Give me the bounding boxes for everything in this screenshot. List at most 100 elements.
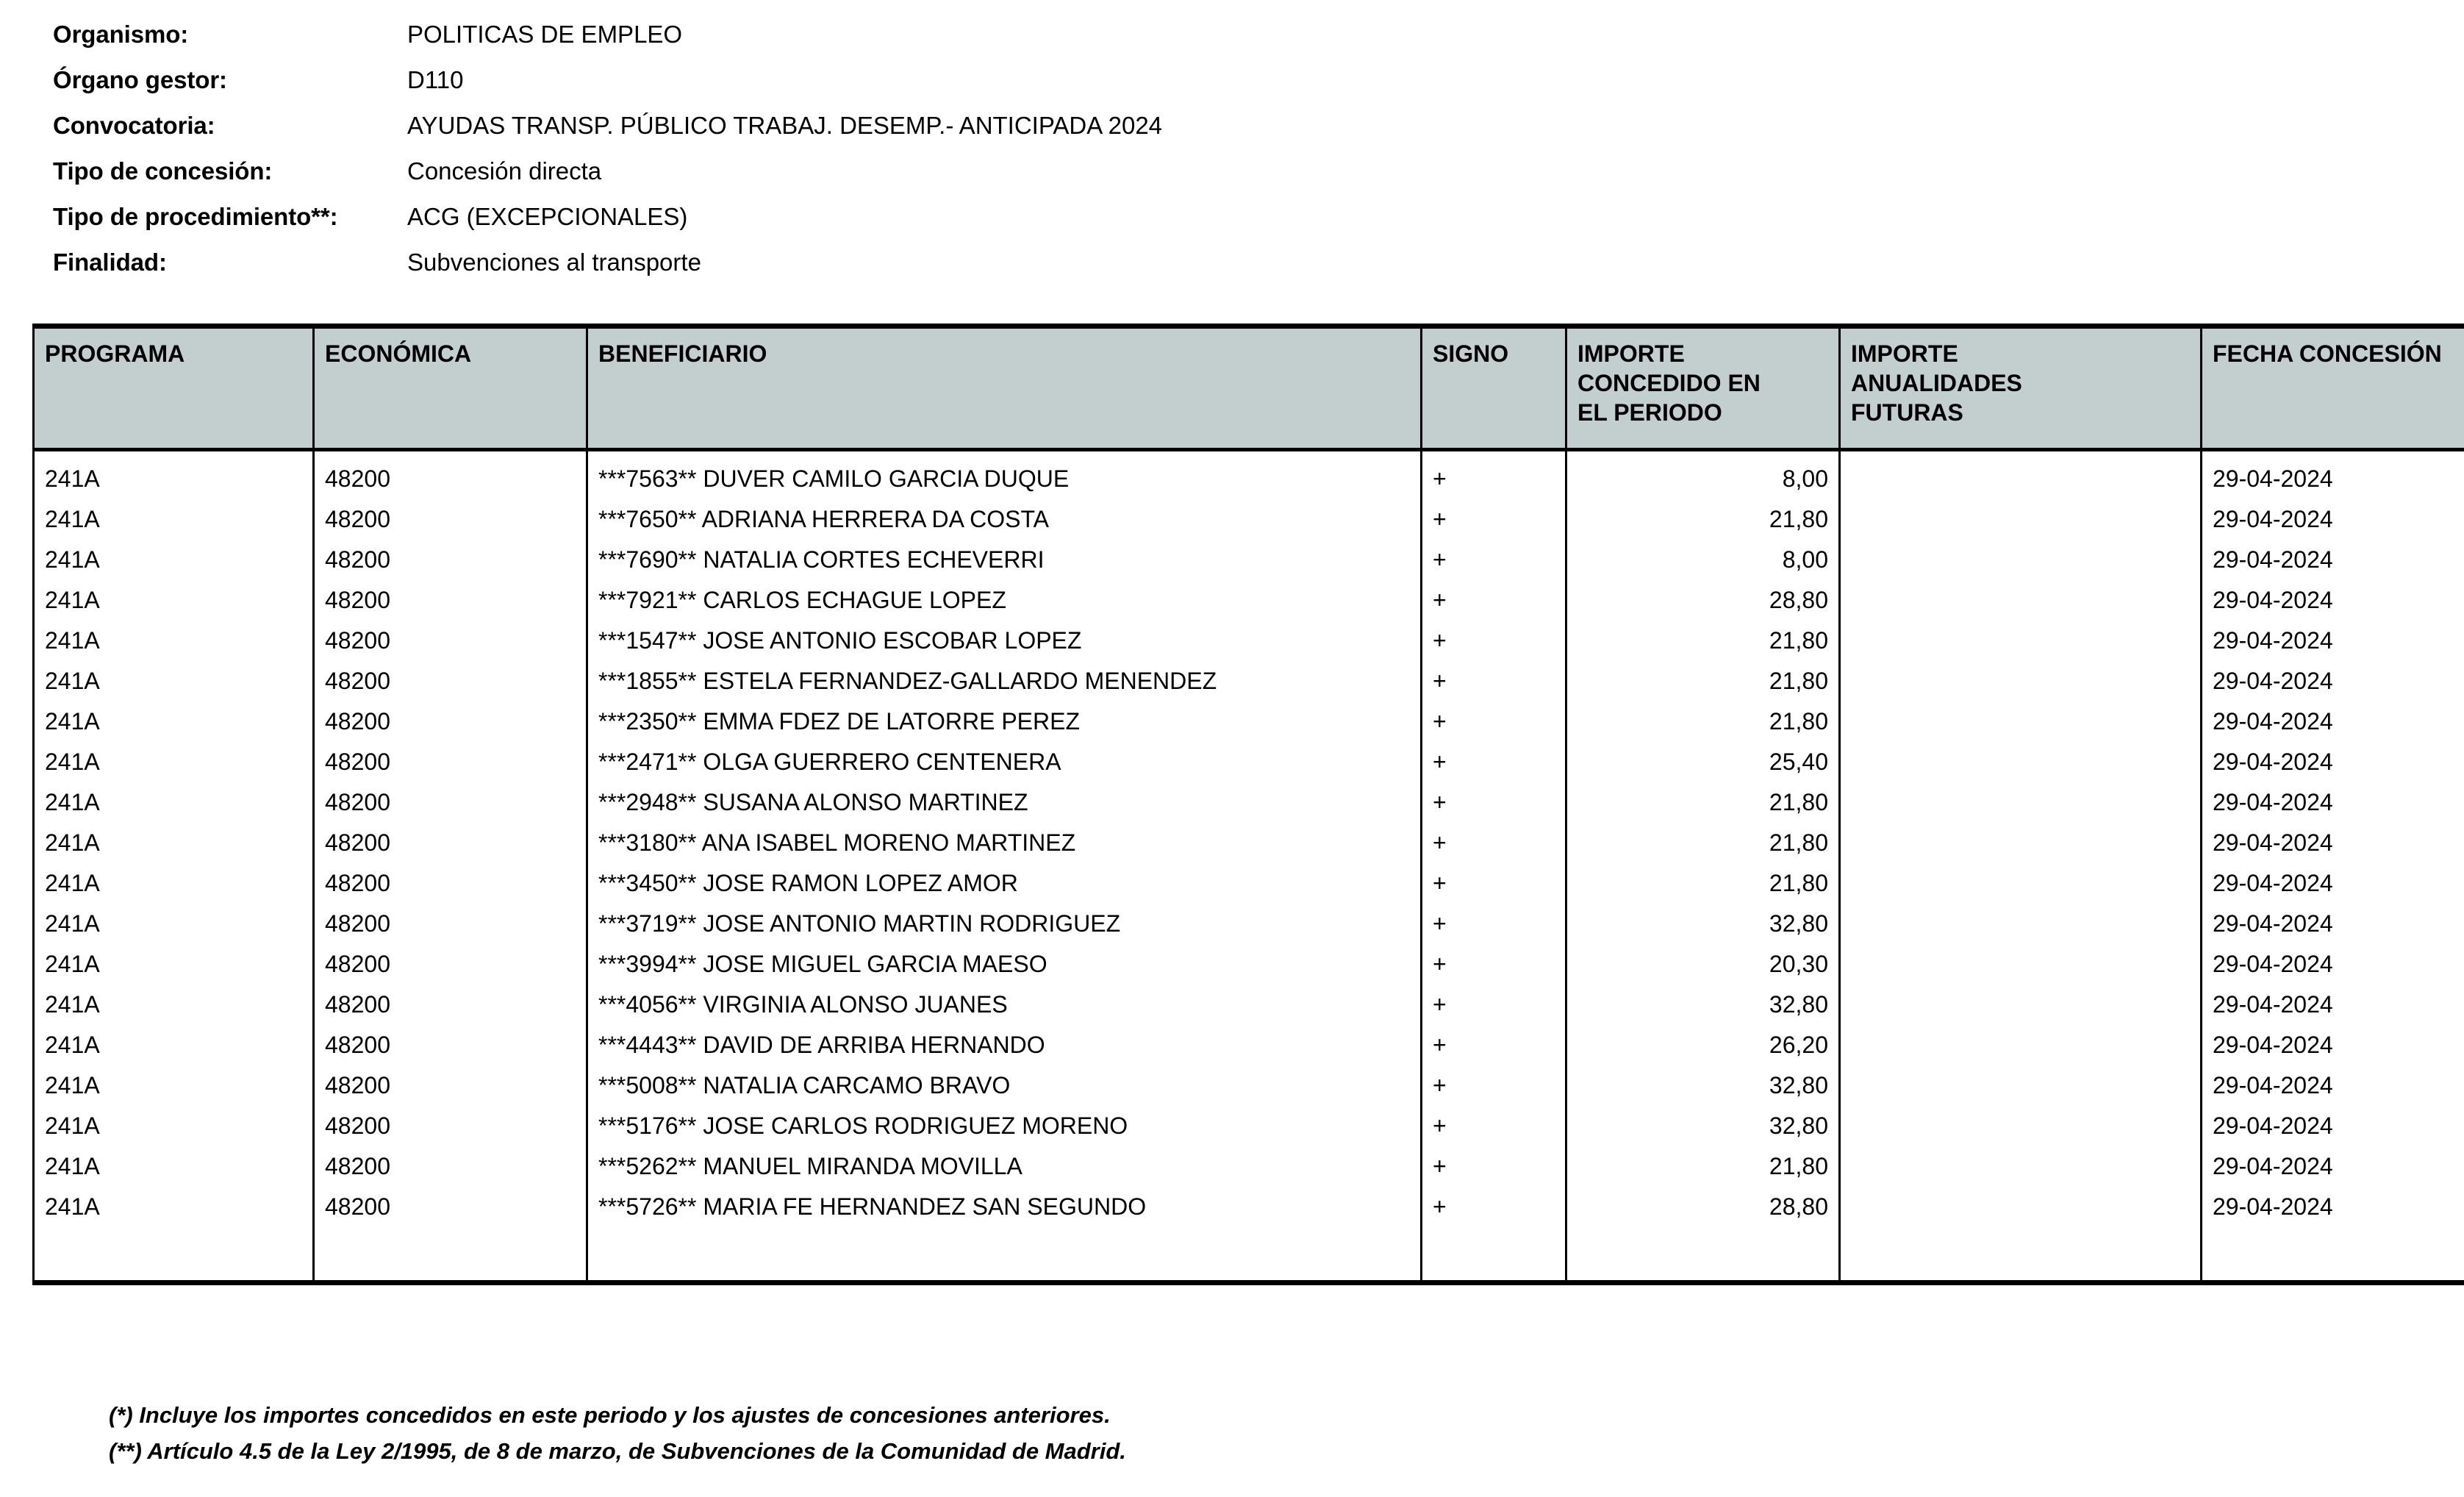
cell-signo: + (1420, 580, 1567, 621)
cell-economica: 48200 (312, 985, 588, 1025)
cell-fecha-concesion: 29-04-2024 (2200, 742, 2464, 782)
metadata-row: Tipo de procedimiento**: ACG (EXCEPCIONAL… (53, 203, 1964, 249)
cell-programa: 241A (32, 823, 315, 863)
cell-beneficiario: ***3994** JOSE MIGUEL GARCIA MAESO (586, 944, 1422, 985)
cell-fecha-concesion: 29-04-2024 (2200, 449, 2464, 499)
cell-importe-concedido: 21,80 (1565, 621, 1841, 661)
cell-signo: + (1420, 661, 1567, 701)
table-row: 241A 48200 ***1547** JOSE ANTONIO ESCOBAR … (32, 621, 2464, 661)
cell-importe-anualidades (1838, 499, 2202, 540)
cell-empty (312, 1227, 588, 1285)
metadata-value: Concesión directa (407, 157, 602, 185)
cell-signo: + (1420, 944, 1567, 985)
metadata-label: Tipo de procedimiento**: (53, 203, 338, 230)
cell-economica: 48200 (312, 449, 588, 499)
table-row: 241A 48200 ***3994** JOSE MIGUEL GARCIA MA… (32, 944, 2464, 985)
cell-beneficiario: ***1547** JOSE ANTONIO ESCOBAR LOPEZ (586, 621, 1422, 661)
cell-importe-concedido: 8,00 (1565, 540, 1841, 580)
table-row: 241A 48200 ***7690** NATALIA CORTES ECHEVE… (32, 540, 2464, 580)
cell-programa: 241A (32, 580, 315, 621)
cell-fecha-concesion: 29-04-2024 (2200, 1065, 2464, 1106)
cell-economica: 48200 (312, 944, 588, 985)
cell-fecha-concesion: 29-04-2024 (2200, 823, 2464, 863)
cell-importe-concedido: 32,80 (1565, 904, 1841, 944)
table-header-col-importe-anualidades: IMPORTE ANUALIDADES FUTURAS (1838, 324, 2202, 451)
cell-fecha-concesion: 29-04-2024 (2200, 985, 2464, 1025)
table-row: 241A 48200 ***5008** NATALIA CARCAMO BRAVO… (32, 1065, 2464, 1106)
table-row: 241A 48200 ***3719** JOSE ANTONIO MARTIN R… (32, 904, 2464, 944)
cell-importe-concedido: 21,80 (1565, 701, 1841, 742)
cell-programa: 241A (32, 449, 315, 499)
cell-importe-anualidades (1838, 904, 2202, 944)
cell-empty (2200, 1227, 2464, 1285)
cell-programa: 241A (32, 701, 315, 742)
table-row: 241A 48200 ***7563** DUVER CAMILO GARCIA D… (32, 449, 2464, 499)
metadata-row: Convocatoria: AYUDAS TRANSP. PÚBLICO TRAB… (53, 112, 1964, 157)
table-row: 241A 48200 ***5176** JOSE CARLOS RODRIGUEZ… (32, 1106, 2464, 1146)
cell-signo: + (1420, 742, 1567, 782)
cell-programa: 241A (32, 944, 315, 985)
cell-signo: + (1420, 499, 1567, 540)
cell-programa: 241A (32, 985, 315, 1025)
cell-signo: + (1420, 823, 1567, 863)
cell-importe-concedido: 8,00 (1565, 449, 1841, 499)
cell-importe-concedido: 21,80 (1565, 863, 1841, 904)
table-header-col-beneficiario: BENEFICIARIO (586, 324, 1422, 451)
cell-importe-anualidades (1838, 823, 2202, 863)
cell-beneficiario: ***5726** MARIA FE HERNANDEZ SAN SEGUNDO (586, 1187, 1422, 1227)
cell-importe-anualidades (1838, 782, 2202, 823)
cell-fecha-concesion: 29-04-2024 (2200, 580, 2464, 621)
table-row: 241A 48200 ***4443** DAVID DE ARRIBA HERNA… (32, 1025, 2464, 1065)
cell-fecha-concesion: 29-04-2024 (2200, 499, 2464, 540)
cell-empty (1838, 1227, 2202, 1285)
cell-beneficiario: ***1855** ESTELA FERNANDEZ-GALLARDO MENE… (586, 661, 1422, 701)
cell-importe-anualidades (1838, 621, 2202, 661)
cell-fecha-concesion: 29-04-2024 (2200, 863, 2464, 904)
cell-beneficiario: ***7563** DUVER CAMILO GARCIA DUQUE (586, 449, 1422, 499)
table-row: 241A 48200 ***7921** CARLOS ECHAGUE LOPEZ +… (32, 580, 2464, 621)
cell-beneficiario: ***4443** DAVID DE ARRIBA HERNANDO (586, 1025, 1422, 1065)
cell-fecha-concesion: 29-04-2024 (2200, 1146, 2464, 1187)
cell-economica: 48200 (312, 1025, 588, 1065)
cell-beneficiario: ***3719** JOSE ANTONIO MARTIN RODRIGUEZ (586, 904, 1422, 944)
cell-importe-anualidades (1838, 1146, 2202, 1187)
cell-economica: 48200 (312, 661, 588, 701)
metadata-value: Subvenciones al transporte (407, 249, 701, 276)
cell-signo: + (1420, 1025, 1567, 1065)
cell-beneficiario: ***3450** JOSE RAMON LOPEZ AMOR (586, 863, 1422, 904)
cell-importe-concedido: 21,80 (1565, 823, 1841, 863)
cell-signo: + (1420, 449, 1567, 499)
cell-programa: 241A (32, 499, 315, 540)
cell-importe-anualidades (1838, 1065, 2202, 1106)
cell-fecha-concesion: 29-04-2024 (2200, 782, 2464, 823)
cell-economica: 48200 (312, 540, 588, 580)
metadata-label: Órgano gestor: (53, 66, 227, 93)
cell-signo: + (1420, 621, 1567, 661)
cell-importe-anualidades (1838, 1106, 2202, 1146)
cell-economica: 48200 (312, 823, 588, 863)
cell-programa: 241A (32, 1187, 315, 1227)
cell-importe-anualidades (1838, 661, 2202, 701)
table-row: 241A 48200 ***2948** SUSANA ALONSO MARTINE… (32, 782, 2464, 823)
table-row: 241A 48200 ***1855** ESTELA FERNANDEZ-GALL… (32, 661, 2464, 701)
metadata-label: Finalidad: (53, 249, 167, 276)
cell-programa: 241A (32, 742, 315, 782)
cell-signo: + (1420, 1106, 1567, 1146)
metadata-block: Organismo: POLITICAS DE EMPLEO Órgano gest… (53, 21, 1964, 294)
cell-economica: 48200 (312, 621, 588, 661)
cell-programa: 241A (32, 621, 315, 661)
cell-empty (586, 1227, 1422, 1285)
table-row: 241A 48200 ***5726** MARIA FE HERNANDEZ SA… (32, 1187, 2464, 1227)
cell-beneficiario: ***5176** JOSE CARLOS RODRIGUEZ MORENO (586, 1106, 1422, 1146)
cell-programa: 241A (32, 661, 315, 701)
cell-economica: 48200 (312, 580, 588, 621)
cell-fecha-concesion: 29-04-2024 (2200, 1106, 2464, 1146)
metadata-label: Convocatoria: (53, 112, 215, 139)
metadata-value: AYUDAS TRANSP. PÚBLICO TRABAJ. DESEMP.- … (407, 112, 1163, 139)
cell-importe-concedido: 28,80 (1565, 580, 1841, 621)
cell-signo: + (1420, 782, 1567, 823)
cell-programa: 241A (32, 782, 315, 823)
footnote: (**) Artículo 4.5 de la Ley 2/1995, de 8… (109, 1438, 1126, 1464)
cell-importe-concedido: 21,80 (1565, 782, 1841, 823)
